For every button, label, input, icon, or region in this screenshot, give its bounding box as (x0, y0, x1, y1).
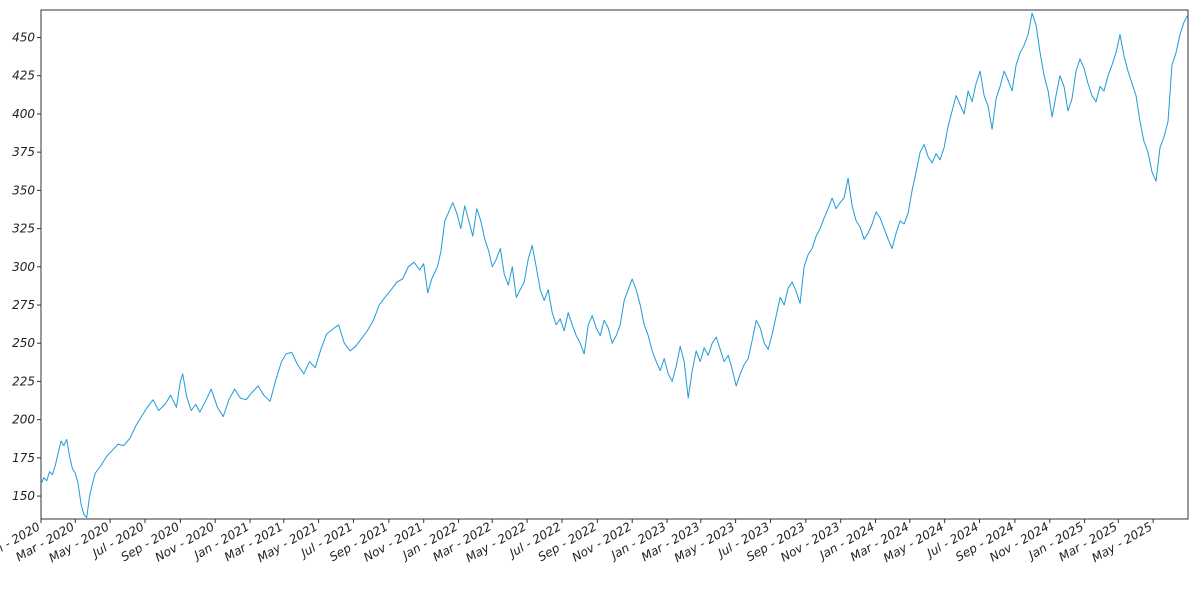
y-tick-label: 325 (12, 222, 35, 236)
plot-border (40, 9, 1189, 520)
y-tick-label: 375 (12, 145, 35, 159)
plot-frame (40, 9, 1189, 520)
y-axis: 150 175 200 225 250 275 300 325 350 375 400 425 450 (12, 31, 41, 503)
y-tick-label: 150 (12, 489, 35, 503)
y-tick-label: 225 (12, 374, 35, 388)
y-tick-label: 450 (12, 31, 35, 45)
y-tick-label: 425 (12, 69, 35, 83)
y-tick-label: 175 (12, 451, 35, 465)
y-tick-label: 275 (12, 298, 35, 312)
series-line-0 (41, 12, 1188, 518)
y-tick-label: 250 (12, 336, 35, 350)
y-tick-label: 350 (12, 183, 35, 197)
y-tick-label: 400 (12, 107, 35, 121)
y-tick-label: 300 (12, 260, 35, 274)
series-layer (41, 12, 1188, 518)
y-tick-label: 200 (12, 413, 35, 427)
